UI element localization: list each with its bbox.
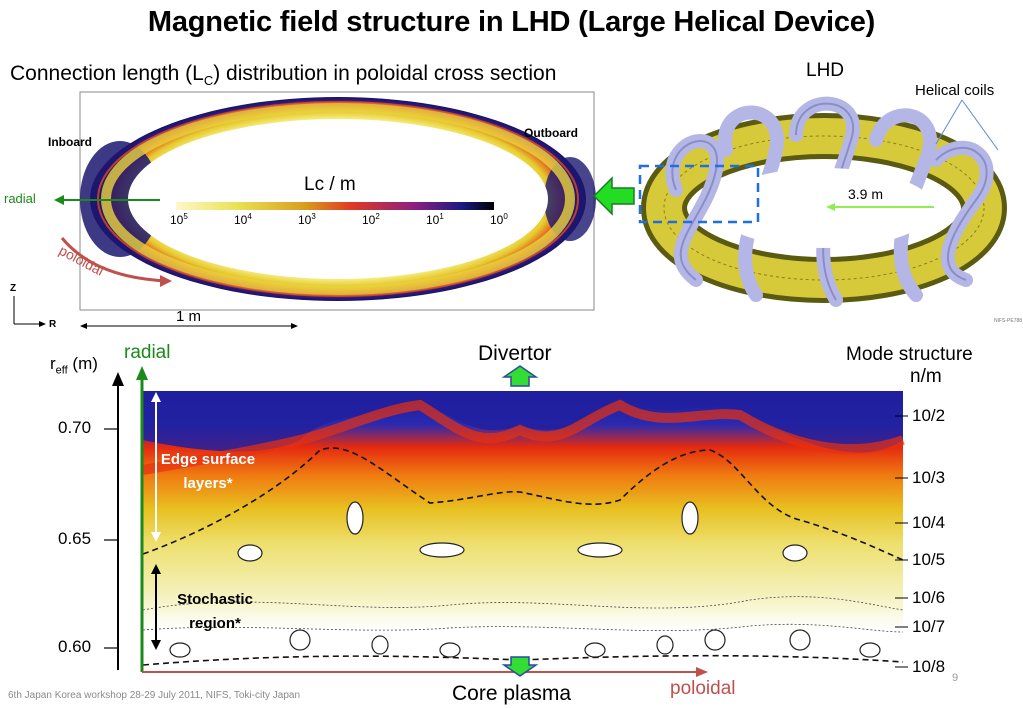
colorbar xyxy=(176,202,494,210)
mode-label: 10/6 xyxy=(912,588,946,607)
edge-layers-label: Edge surface layers* xyxy=(160,451,256,492)
page-number: 9 xyxy=(952,672,959,684)
coil-pointer-2 xyxy=(961,99,999,151)
lhd-torus-figure xyxy=(638,96,1007,307)
footer-text: 6th Japan Korea workshop 28-29 July 2011… xyxy=(8,690,301,701)
mode-label: 10/7 xyxy=(912,617,946,636)
colorbar-tick: 103 xyxy=(298,212,316,227)
radial-axis-label: radial xyxy=(124,342,171,363)
stochastic-label: Stochastic region* xyxy=(177,591,253,632)
inboard-label: Inboard xyxy=(48,135,92,149)
mode-structure-title: Mode structure xyxy=(846,344,973,365)
colorbar-tick: 105 xyxy=(170,212,188,227)
colorbar-title: Lc / m xyxy=(304,174,356,195)
core-plasma-label: Core plasma xyxy=(452,682,572,705)
colorbar-tick: 100 xyxy=(490,212,508,227)
magnetic-islands xyxy=(169,501,881,658)
y-axis-label-main: r xyxy=(50,354,56,373)
figure-credit: NIFS-PE788 xyxy=(994,318,1023,324)
poloidal-axis-label: poloidal xyxy=(670,678,736,699)
colorbar-tick: 101 xyxy=(426,212,444,227)
coil-pointer-1 xyxy=(935,99,963,145)
y-axis-label-unit: (m) xyxy=(67,354,98,373)
r-axis-label: R xyxy=(49,319,57,330)
colorbar-tick: 104 xyxy=(234,212,252,227)
helical-coils-label: Helical coils xyxy=(915,82,995,99)
colorbar-tick: 102 xyxy=(362,212,380,227)
divertor-arrow xyxy=(501,365,539,387)
outboard-label: Outboard xyxy=(524,126,578,140)
mode-label: 10/4 xyxy=(912,513,946,532)
page-title: Magnetic field structure in LHD (Large H… xyxy=(147,6,876,38)
y-axis-label: reff (m) xyxy=(50,354,98,376)
scale-label: 1 m xyxy=(176,308,202,325)
mode-structure-subtitle: n/m xyxy=(910,366,942,387)
ytick-label-1: 0.70 xyxy=(58,418,92,437)
colorbar-ticks: 105 104 103 102 101 100 xyxy=(170,212,510,228)
lhd-label: LHD xyxy=(806,60,845,81)
mode-ticks xyxy=(895,415,908,668)
separatrix-line xyxy=(142,447,904,561)
mode-label: 10/8 xyxy=(912,657,946,676)
cross-section-caption: Connection length (LC) distribution in p… xyxy=(10,62,556,88)
mode-label: 10/3 xyxy=(912,468,946,487)
zoom-arrow xyxy=(592,176,635,216)
core-arrow xyxy=(501,656,539,677)
divertor-label: Divertor xyxy=(478,342,552,365)
mode-label: 10/2 xyxy=(912,406,946,425)
caption-suffix: ) distribution in poloidal cross section xyxy=(213,62,557,85)
mode-label: 10/5 xyxy=(912,550,946,569)
caption-prefix: Connection length (L xyxy=(10,62,204,85)
dimension-label: 3.9 m xyxy=(848,186,884,202)
ytick-label-2: 0.65 xyxy=(58,529,92,548)
ytick-label-3: 0.60 xyxy=(58,637,92,656)
caption-subscript: C xyxy=(203,73,214,89)
z-axis-label: Z xyxy=(10,283,17,294)
cross-section-figure xyxy=(13,91,596,329)
radial-label: radial xyxy=(4,191,36,206)
poloidal-arrow xyxy=(60,237,169,283)
y-axis-label-sub: eff xyxy=(55,364,68,377)
poincare-figure xyxy=(104,365,908,677)
zoom-region-box xyxy=(638,164,760,224)
